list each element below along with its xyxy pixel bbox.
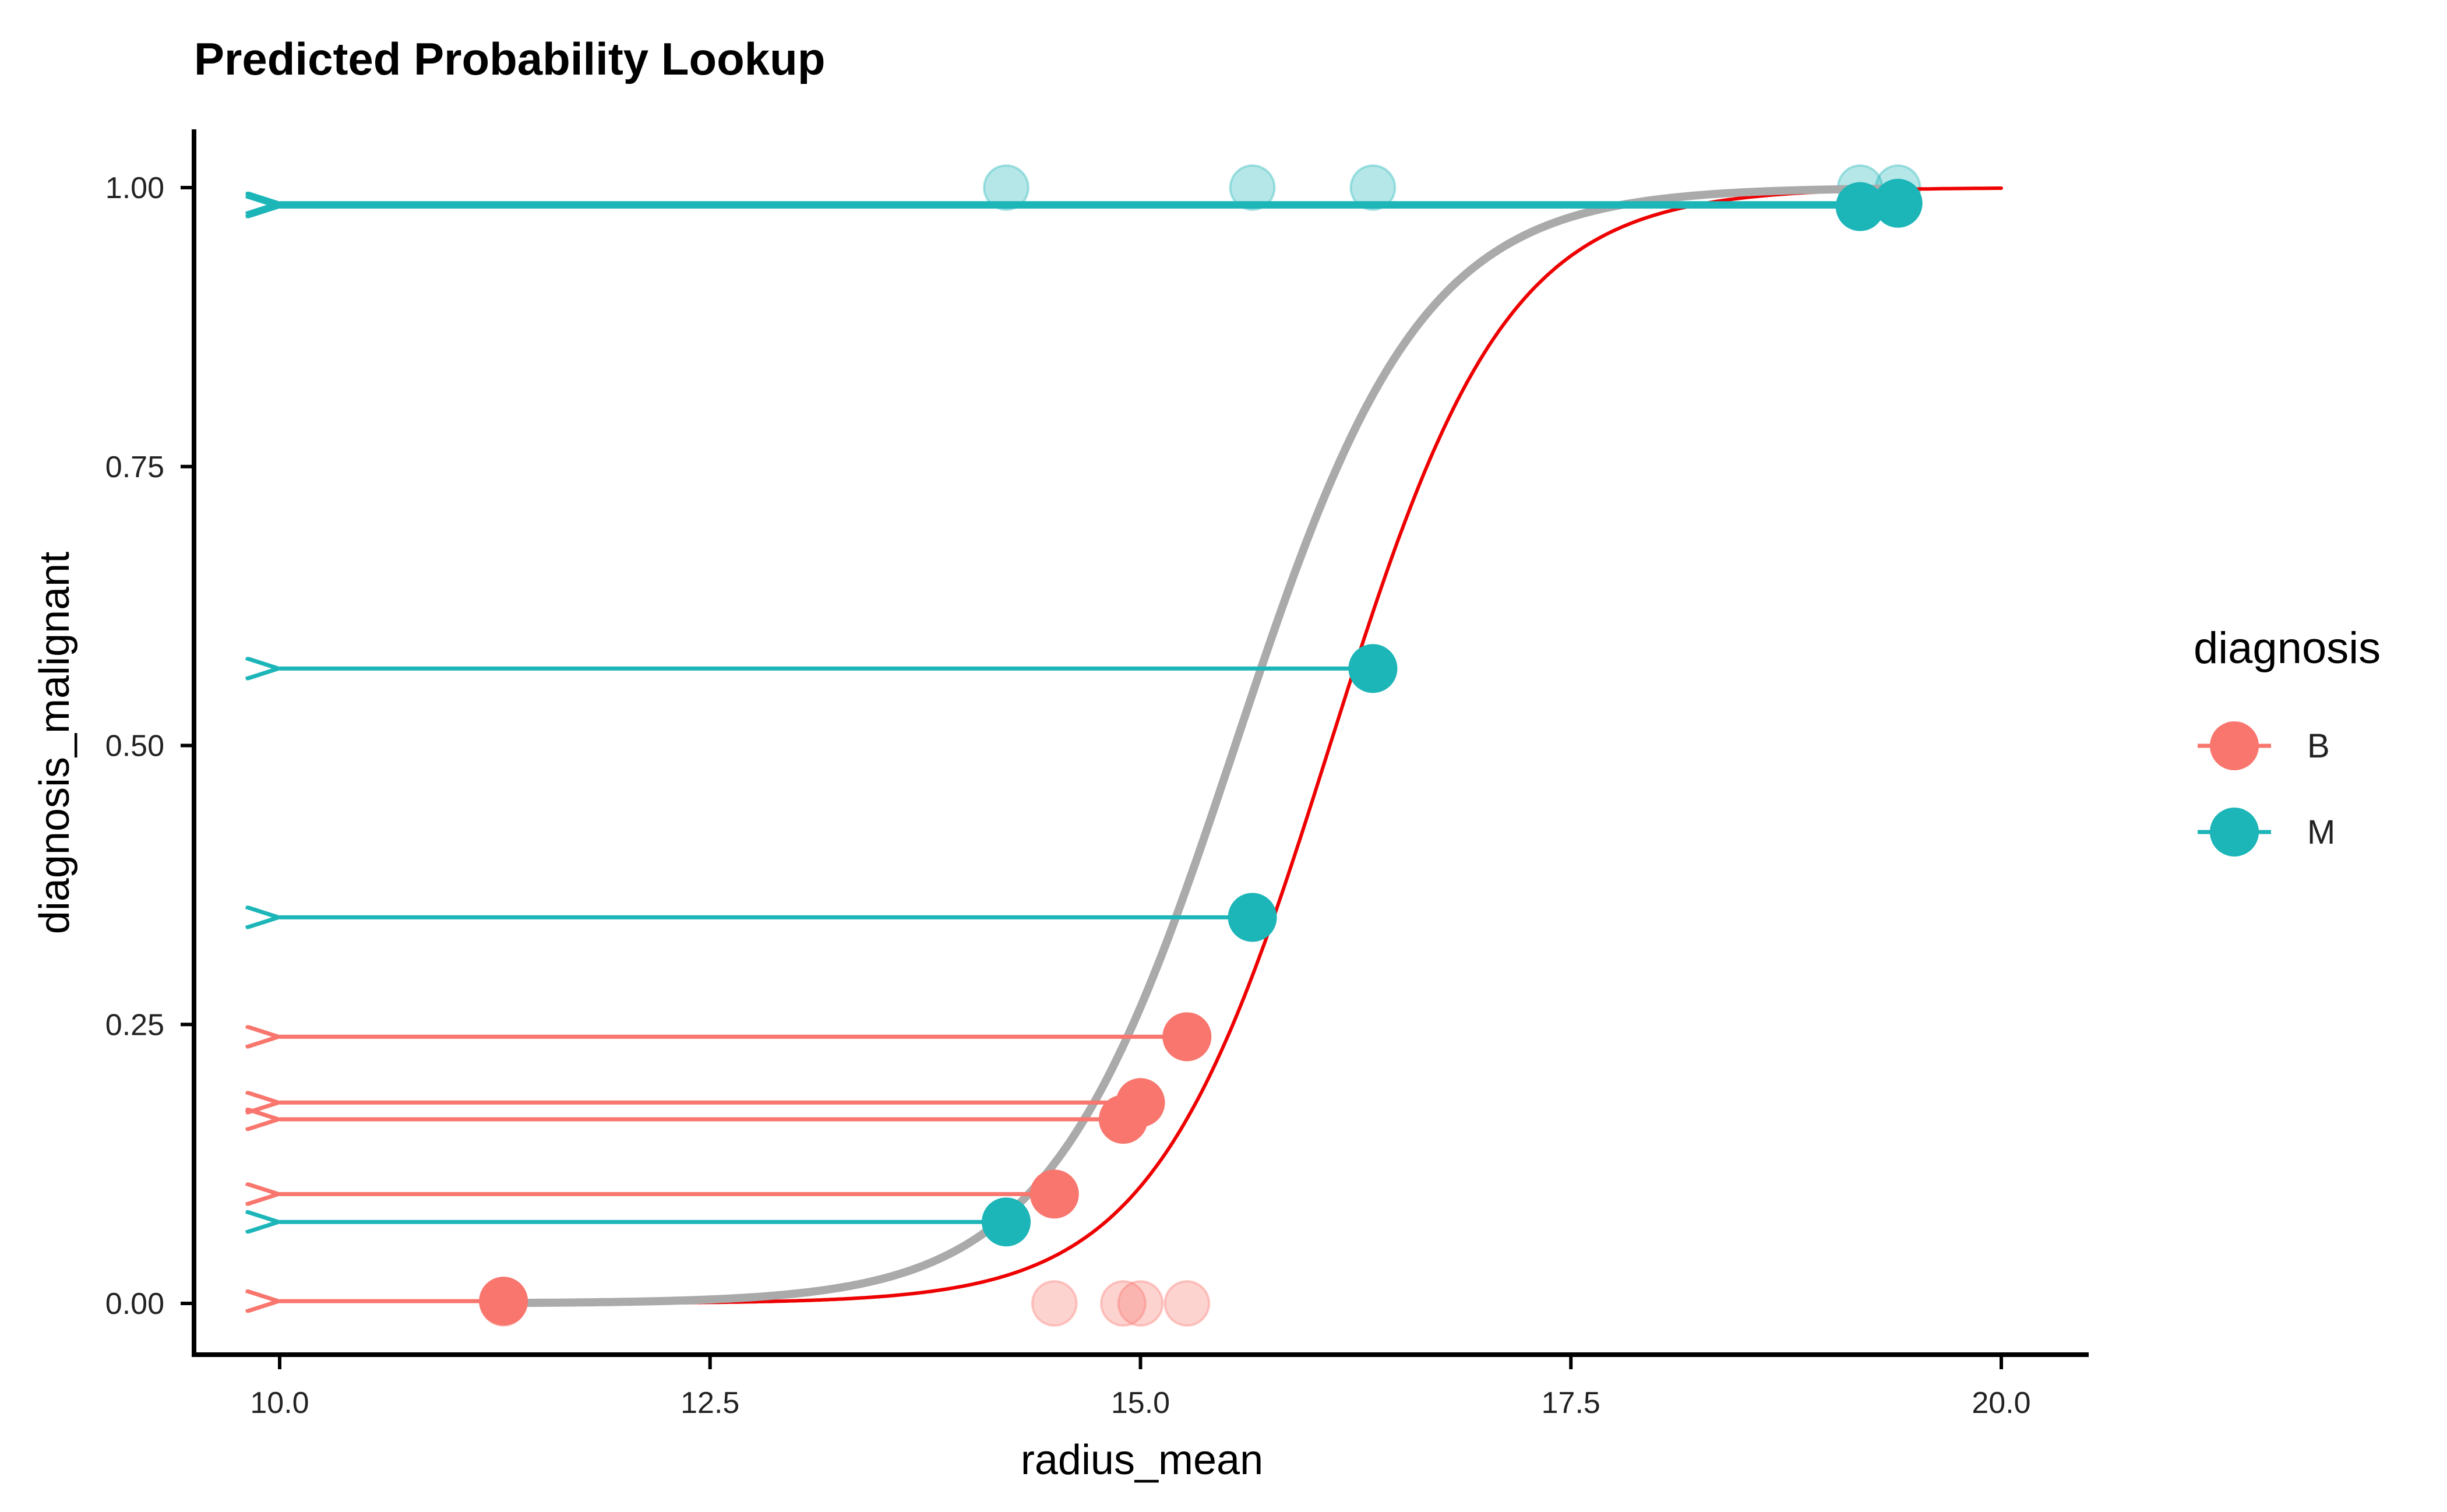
y-axis-ticks: 0.00 0.25 0.50 0.75 1.00 (105, 171, 192, 1321)
plot-area (280, 164, 2003, 1327)
predicted-point-8 (1835, 182, 1885, 231)
x-tick-label-0: 10.0 (250, 1386, 309, 1420)
x-axis-ticks: 10.0 12.5 15.0 17.5 20.0 (250, 1357, 2031, 1420)
y-tick-label-3: 0.75 (105, 450, 164, 484)
smooth-curve (499, 184, 1902, 1307)
y-tick-label-0: 0.00 (105, 1287, 164, 1321)
legend-label-m: M (2307, 813, 2335, 851)
predicted-point-3 (1116, 1078, 1165, 1127)
predicted-point-9 (1873, 178, 1923, 228)
legend: diagnosis B M (2194, 623, 2381, 857)
observed-point-1 (1031, 1280, 1078, 1327)
y-tick-label-2: 0.50 (105, 729, 164, 763)
predicted-point-7 (1348, 644, 1398, 693)
legend-item-m: M (2198, 808, 2335, 857)
predicted-point-4 (1162, 1012, 1212, 1062)
predicted-point-5 (982, 1197, 1031, 1247)
x-axis-title: radius_mean (1021, 1437, 1263, 1483)
observed-point-6 (1229, 164, 1276, 211)
predicted-point-6 (1228, 893, 1277, 942)
x-tick-label-4: 20.0 (1972, 1386, 2030, 1420)
chart-title: Predicted Probability Lookup (194, 33, 825, 84)
y-axis-title: diagnosis_malignant (31, 552, 78, 934)
observed-point-5 (983, 164, 1030, 211)
observed-point-4 (1163, 1280, 1211, 1327)
observed-point-3 (1117, 1280, 1164, 1327)
x-tick-label-1: 12.5 (680, 1386, 739, 1420)
fitted-curve (502, 186, 2003, 1305)
legend-item-b: B (2198, 721, 2330, 770)
legend-label-b: B (2307, 727, 2330, 765)
observed-point-7 (1349, 164, 1397, 211)
legend-key-b (2210, 721, 2259, 770)
legend-key-m (2210, 808, 2259, 857)
legend-title: diagnosis (2194, 623, 2381, 673)
predicted-point-1 (1029, 1169, 1079, 1219)
x-tick-label-3: 17.5 (1542, 1386, 1600, 1420)
y-tick-label-1: 0.25 (105, 1008, 164, 1042)
y-tick-label-4: 1.00 (105, 171, 164, 205)
x-tick-label-2: 15.0 (1111, 1386, 1170, 1420)
observed-point-2 (1099, 1280, 1147, 1327)
predicted-point-0 (479, 1277, 528, 1326)
